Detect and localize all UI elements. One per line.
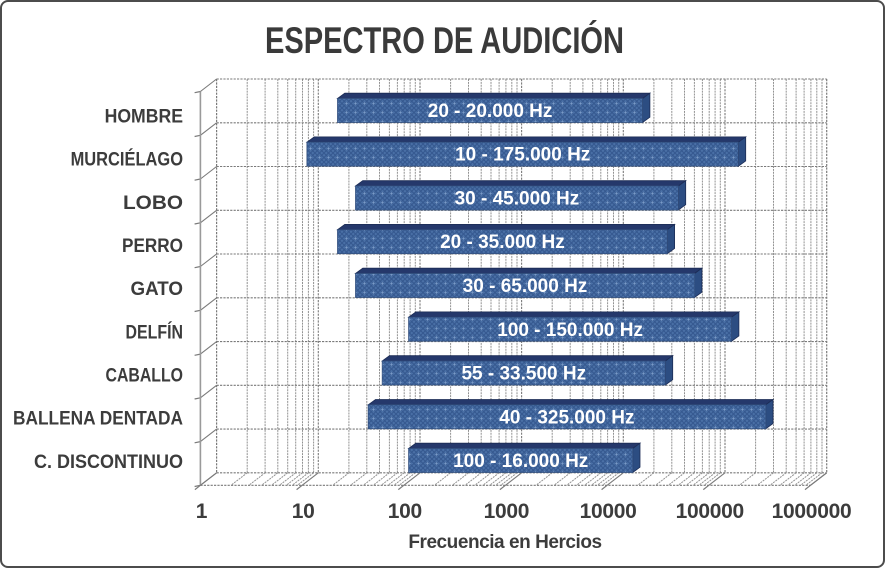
svg-text:1000000: 1000000	[772, 500, 852, 523]
svg-text:GATO: GATO	[131, 278, 184, 300]
svg-text:100 - 16.000 Hz: 100 - 16.000 Hz	[453, 451, 588, 472]
svg-text:DELFÍN: DELFÍN	[126, 320, 184, 343]
svg-text:30 - 45.000 Hz: 30 - 45.000 Hz	[455, 189, 580, 210]
svg-text:40 - 325.000 Hz: 40 - 325.000 Hz	[499, 407, 634, 428]
svg-text:10000: 10000	[580, 500, 637, 523]
svg-text:10: 10	[292, 500, 315, 523]
svg-text:1: 1	[196, 500, 208, 523]
svg-text:55 - 33.500 Hz: 55 - 33.500 Hz	[461, 364, 586, 385]
svg-text:30 - 65.000 Hz: 30 - 65.000 Hz	[463, 276, 588, 297]
svg-text:PERRO: PERRO	[122, 235, 183, 257]
svg-text:LOBO: LOBO	[123, 192, 183, 214]
svg-text:HOMBRE: HOMBRE	[105, 106, 183, 128]
svg-text:100: 100	[388, 500, 422, 523]
svg-text:CABALLO: CABALLO	[106, 365, 184, 387]
svg-text:10 - 175.000 Hz: 10 - 175.000 Hz	[455, 145, 590, 166]
svg-text:Frecuencia en Hercios: Frecuencia en Hercios	[408, 532, 601, 553]
svg-text:MURCIÉLAGO: MURCIÉLAGO	[71, 148, 183, 171]
svg-text:100000: 100000	[676, 500, 744, 523]
svg-text:100 - 150.000 Hz: 100 - 150.000 Hz	[497, 320, 643, 341]
svg-text:20 - 35.000 Hz: 20 - 35.000 Hz	[440, 232, 565, 253]
svg-text:20 - 20.000 Hz: 20 - 20.000 Hz	[428, 101, 553, 122]
svg-text:ESPECTRO DE AUDICIÓN: ESPECTRO DE AUDICIÓN	[265, 19, 624, 61]
svg-text:C. DISCONTINUO: C. DISCONTINUO	[34, 451, 183, 473]
svg-text:1000: 1000	[484, 500, 530, 523]
svg-text:BALLENA DENTADA: BALLENA DENTADA	[13, 408, 183, 430]
